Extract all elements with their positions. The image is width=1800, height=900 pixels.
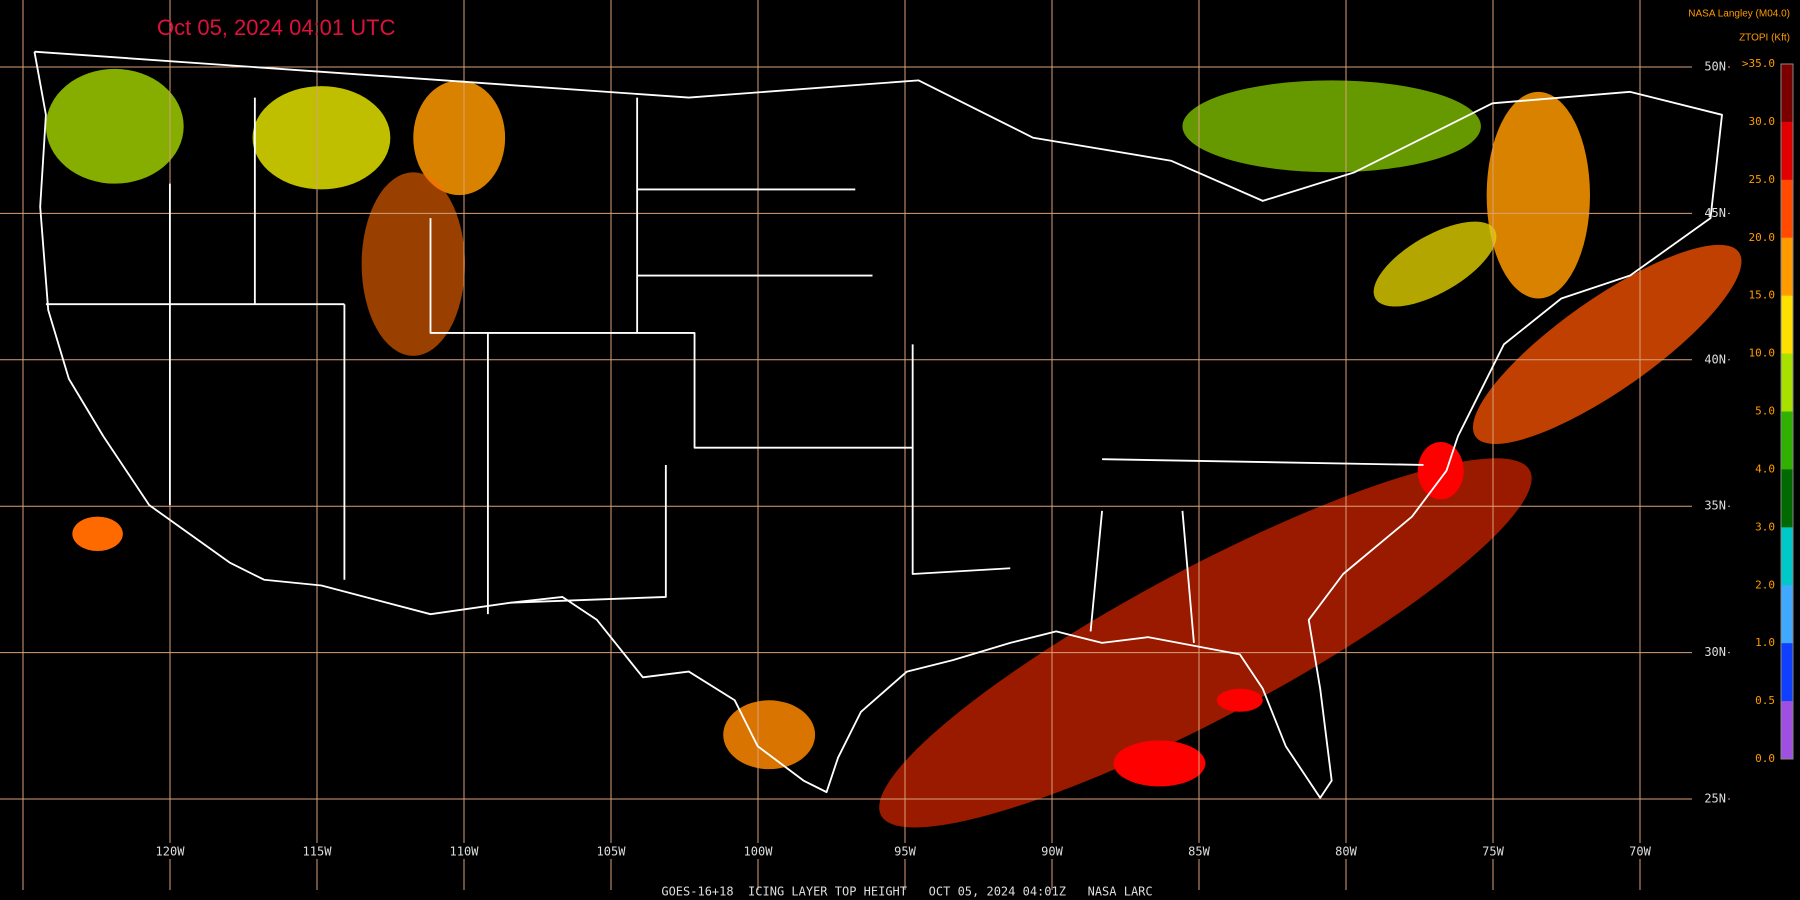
label-bg <box>1618 843 1662 859</box>
cloud-area <box>45 68 184 184</box>
label-bg <box>1692 59 1728 75</box>
legend-frame <box>1780 63 1794 760</box>
longitude-label: 100W <box>744 845 774 859</box>
cloud-area <box>1182 80 1481 173</box>
legend-label: 4.0 <box>1755 462 1775 475</box>
cloud-area <box>1373 221 1497 307</box>
footer: GOES-16+18 ICING LAYER TOP HEIGHT OCT 05… <box>661 885 1152 899</box>
cloud-area <box>1417 441 1464 500</box>
longitude-label: 95W <box>894 845 916 859</box>
legend-swatch <box>1781 585 1793 644</box>
latitude-label: 40N <box>1704 352 1726 366</box>
legend-label: 2.0 <box>1755 578 1775 591</box>
label-bg <box>1177 843 1221 859</box>
label-bg <box>1692 498 1728 515</box>
cloud-area <box>361 172 465 356</box>
legend-label: 10.0 <box>1749 347 1776 360</box>
legend-label: 25.0 <box>1749 173 1776 186</box>
latitude-label: 45N <box>1704 206 1726 220</box>
cloud-area <box>723 700 816 770</box>
label-bg <box>1692 351 1728 368</box>
label-bg <box>1324 843 1368 859</box>
legend-label: 3.0 <box>1755 520 1775 533</box>
legend-swatch <box>1781 121 1793 181</box>
graticule: 120W 115W 110W 105W 100W 95W 90W 85W 80W 75W 70W 50… <box>0 0 1730 890</box>
cloud-area <box>1216 688 1263 712</box>
legend-swatch <box>1781 179 1793 239</box>
label-bg <box>1692 644 1728 661</box>
legend-swatch <box>1781 469 1793 528</box>
label-bg <box>148 843 192 859</box>
cloud-area <box>252 86 391 190</box>
legend-swatch <box>1781 64 1793 123</box>
product: ZTOPI (Kft) <box>1739 33 1790 44</box>
cloud-area <box>413 80 506 196</box>
legend-label: 1.0 <box>1755 636 1775 649</box>
label-bg <box>589 843 633 859</box>
longitude-label: 115W <box>303 845 333 859</box>
longitude-label: 120W <box>156 845 186 859</box>
legend-label: 0.0 <box>1755 752 1775 765</box>
label-bg <box>1692 205 1728 222</box>
legend-label: >35.0 <box>1742 57 1775 70</box>
latitude-label: 50N <box>1704 60 1726 74</box>
label-bg <box>1471 843 1515 859</box>
legend-swatch <box>1781 701 1793 760</box>
cloud-area <box>1113 740 1206 787</box>
longitude-label: 85W <box>1188 845 1210 859</box>
legend-swatch <box>1781 353 1793 412</box>
cloud-layer <box>45 68 1742 828</box>
legend: >35.0 30.0 25.0 20.0 15.0 10.0 5.0 4.0 3.0 2.0 1.0… <box>1742 57 1794 765</box>
label-bg <box>883 843 927 859</box>
latitude-label: 30N <box>1704 645 1726 659</box>
cloud-area <box>1472 244 1742 444</box>
label-bg <box>1030 843 1074 859</box>
label-bg <box>1692 791 1728 807</box>
label-bg <box>295 843 339 859</box>
legend-label: 15.0 <box>1749 289 1776 302</box>
latitude-label: 35N <box>1704 499 1726 513</box>
coastline <box>33 50 1723 799</box>
source: NASA Langley (M04.0) <box>1688 9 1790 20</box>
longitude-label: 80W <box>1335 845 1357 859</box>
longitude-label: 75W <box>1482 845 1504 859</box>
legend-label: 30.0 <box>1749 115 1776 128</box>
legend-label: 0.5 <box>1755 694 1775 707</box>
state-lines <box>45 97 1424 643</box>
legend-label: 20.0 <box>1749 231 1776 244</box>
longitude-label: 110W <box>450 845 480 859</box>
legend-swatch <box>1781 527 1793 586</box>
longitude-label: 90W <box>1041 845 1063 859</box>
legend-swatch <box>1781 643 1793 702</box>
label-bg <box>736 843 780 859</box>
outlines <box>33 50 1723 799</box>
legend-label: 5.0 <box>1755 405 1775 418</box>
timestamp: Oct 05, 2024 04:01 UTC <box>157 15 396 40</box>
longitude-label: 70W <box>1629 845 1651 859</box>
latitude-label: 25N <box>1704 792 1726 806</box>
cloud-area <box>72 516 123 552</box>
legend-swatch <box>1781 411 1793 470</box>
longitude-label: 105W <box>597 845 627 859</box>
cloud-area <box>879 458 1532 828</box>
legend-swatch <box>1781 295 1793 355</box>
legend-swatch <box>1781 237 1793 297</box>
cloud-area <box>1486 91 1590 299</box>
label-bg <box>442 843 486 859</box>
